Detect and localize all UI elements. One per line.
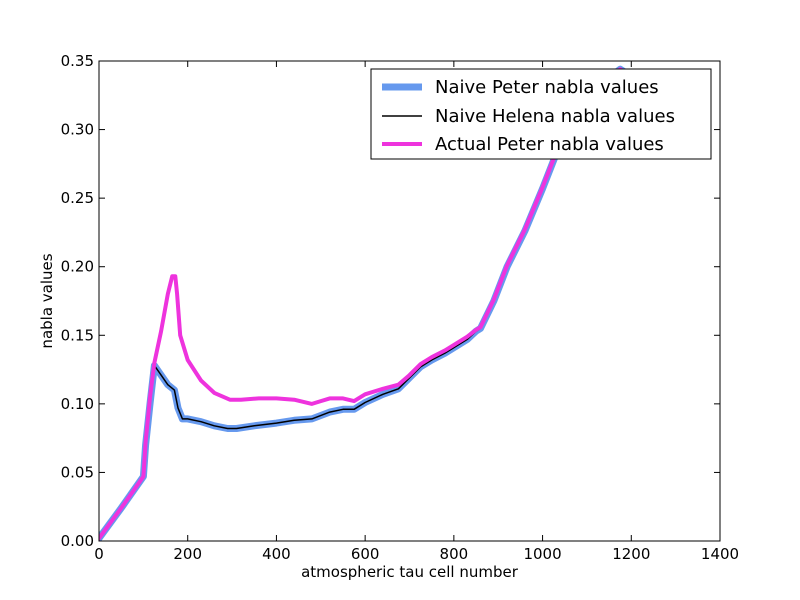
x-tick-label: 0 xyxy=(94,545,104,563)
y-tick-label: 0.20 xyxy=(61,258,94,276)
x-tick-label: 800 xyxy=(440,545,469,563)
y-tick-label: 0.35 xyxy=(61,52,94,70)
legend: Naive Peter nabla values Naive Helena na… xyxy=(370,68,712,160)
y-tick-label: 0.15 xyxy=(61,326,94,344)
y-tick-label: 0.30 xyxy=(61,121,94,139)
legend-label-actual-peter: Actual Peter nabla values xyxy=(435,134,664,155)
legend-label-naive-peter: Naive Peter nabla values xyxy=(435,77,659,98)
x-axis-label: atmospheric tau cell number xyxy=(301,563,519,581)
legend-label-naive-helena: Naive Helena nabla values xyxy=(435,106,675,127)
x-tick-label: 1000 xyxy=(523,545,561,563)
plot-frame xyxy=(98,60,721,542)
x-tick-label: 1400 xyxy=(701,545,739,563)
ticks-layer: 0 200 400 600 800 1000 1200 1400 0.00 0.05 0.10 0.1… xyxy=(61,52,740,563)
x-tick-label: 1200 xyxy=(612,545,650,563)
legend-box xyxy=(370,68,712,160)
y-tick-label: 0.00 xyxy=(61,532,94,550)
series-line-actual-peter xyxy=(99,67,627,541)
y-tick-label: 0.25 xyxy=(61,189,94,207)
y-tick-label: 0.05 xyxy=(61,463,94,481)
y-axis-label: nabla values xyxy=(38,253,56,348)
x-tick-label: 600 xyxy=(351,545,380,563)
y-tick-label: 0.10 xyxy=(61,395,94,413)
x-tick-label: 200 xyxy=(173,545,202,563)
series-layer xyxy=(99,65,629,541)
x-tick-label: 400 xyxy=(262,545,291,563)
